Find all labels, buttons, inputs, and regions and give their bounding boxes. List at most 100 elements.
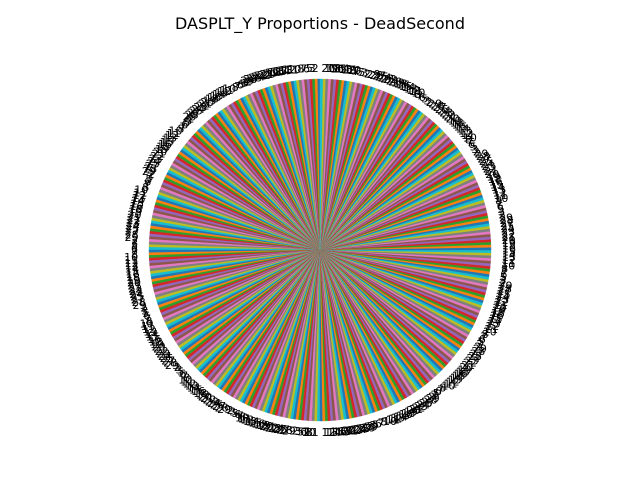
slice-label: 5 — [145, 173, 152, 186]
slice-label: 28 — [132, 296, 146, 309]
slice-label: 5 — [131, 240, 138, 253]
slice-label: 20 — [262, 67, 276, 80]
slice-label: 15 — [130, 197, 144, 210]
slice-label: 20 — [153, 145, 167, 158]
slice-label: 2 — [473, 145, 480, 158]
slice-label: 3 — [229, 406, 236, 419]
slice-label: 16 — [333, 426, 347, 439]
slice-label: 29 — [240, 74, 254, 87]
slice-label: 11 — [133, 186, 147, 199]
slice-label: 29 — [499, 211, 513, 224]
slice-label: 25 — [497, 288, 511, 301]
slice-label: 16 — [454, 368, 468, 381]
slice-label: 2 — [131, 234, 138, 247]
slice-label: 12 — [406, 84, 420, 97]
slice-label: 14 — [491, 181, 505, 194]
slice-label: 18 — [401, 407, 415, 420]
slice-label: 24 — [251, 71, 265, 84]
slice-label: 20 — [152, 340, 166, 353]
slice-label: 7 — [234, 80, 241, 93]
slice-label: 14 — [246, 416, 260, 429]
slice-label: 3 — [309, 62, 316, 75]
slice-label: 10 — [124, 251, 138, 264]
slice-label: 25 — [146, 158, 160, 171]
slice-label: 27 — [500, 217, 514, 230]
slice-label: 15 — [489, 312, 503, 325]
slice-label: 6 — [419, 91, 426, 104]
slice-label: 22 — [155, 345, 169, 358]
slice-label: 18 — [126, 271, 140, 284]
slice-label: 18 — [268, 66, 282, 79]
slice-label: 11 — [285, 63, 299, 76]
slice-label: 12 — [165, 129, 179, 142]
slice-label: 21 — [262, 421, 276, 434]
slice-label: 19 — [150, 338, 164, 351]
slice-label: 22 — [127, 214, 141, 227]
slice-label: 8 — [142, 181, 149, 194]
slice-label: 6 — [375, 418, 382, 431]
slice-label: 24 — [129, 288, 143, 301]
slice-label: 13 — [404, 83, 418, 96]
slice-label: 21 — [386, 74, 400, 87]
slice-label: 12 — [133, 189, 147, 202]
slice-label: 21 — [494, 299, 508, 312]
slice-label: 6 — [179, 368, 186, 381]
slice-label: 25 — [210, 398, 224, 411]
chart-title: DASPLT_Y Proportions - DeadSecond — [175, 14, 465, 34]
slice-label: 3 — [176, 363, 183, 376]
slice-label: 2 — [292, 425, 299, 438]
slice-label: 13 — [143, 325, 157, 338]
slice-label: 2 — [148, 168, 155, 181]
slice-label: 23 — [193, 101, 207, 114]
slice-label: 8 — [239, 411, 246, 424]
slice-label: 11 — [305, 426, 319, 439]
slice-label: 27 — [161, 354, 175, 367]
slice-label: 5 — [497, 203, 504, 216]
slice-label: 21 — [200, 392, 214, 405]
slice-label: 24 — [207, 397, 221, 410]
slice-label: 14 — [336, 63, 350, 76]
slice-label: 19 — [265, 67, 279, 80]
slice-label: 21 — [502, 231, 516, 244]
slice-label: 28 — [185, 108, 199, 121]
slice-label: 23 — [129, 285, 143, 298]
slice-label: 5 — [232, 407, 239, 420]
slice-label: 20 — [493, 302, 507, 315]
slice-label: 18 — [254, 418, 268, 431]
slice-label: 10 — [287, 63, 301, 76]
slice-label: 13 — [391, 412, 405, 425]
slice-label: 3 — [476, 338, 483, 351]
slice-label: 29 — [217, 403, 231, 416]
slice-label: 2 — [499, 277, 506, 290]
slice-label: 7 — [179, 121, 186, 134]
slice-label: 29 — [426, 392, 440, 405]
slice-label: 7 — [496, 197, 503, 210]
slice-label: 14 — [187, 382, 201, 395]
slice-label: 22 — [483, 163, 497, 176]
slice-label: 2 — [312, 62, 319, 75]
slice-label: 28 — [476, 150, 490, 163]
slice-label: 11 — [461, 129, 475, 142]
slice-label: 18 — [205, 93, 219, 106]
slice-label: 16 — [490, 310, 504, 323]
slice-label: 23 — [482, 160, 496, 173]
slice-label: 14 — [502, 248, 516, 261]
slice-label: 11 — [502, 257, 516, 270]
slice-label: 11 — [344, 64, 358, 77]
slice-label: 15 — [146, 330, 160, 343]
slice-label: 28 — [243, 73, 257, 86]
slice-label: 5 — [297, 425, 304, 438]
slice-label: 22 — [501, 228, 515, 241]
slice-label: 12 — [502, 254, 516, 267]
slice-label: 28 — [163, 357, 177, 370]
slice-label: 10 — [140, 318, 154, 331]
slice-label: 22 — [196, 99, 210, 112]
slice-label: 23 — [268, 422, 282, 435]
slice-label: 10 — [501, 260, 515, 273]
slice-label: 8 — [414, 88, 421, 101]
slice-label: 6 — [234, 408, 241, 421]
slice-label: 25 — [468, 350, 482, 363]
slice-label: 16 — [396, 79, 410, 92]
slice-label: 15 — [490, 178, 504, 191]
slice-label: 7 — [480, 330, 487, 343]
